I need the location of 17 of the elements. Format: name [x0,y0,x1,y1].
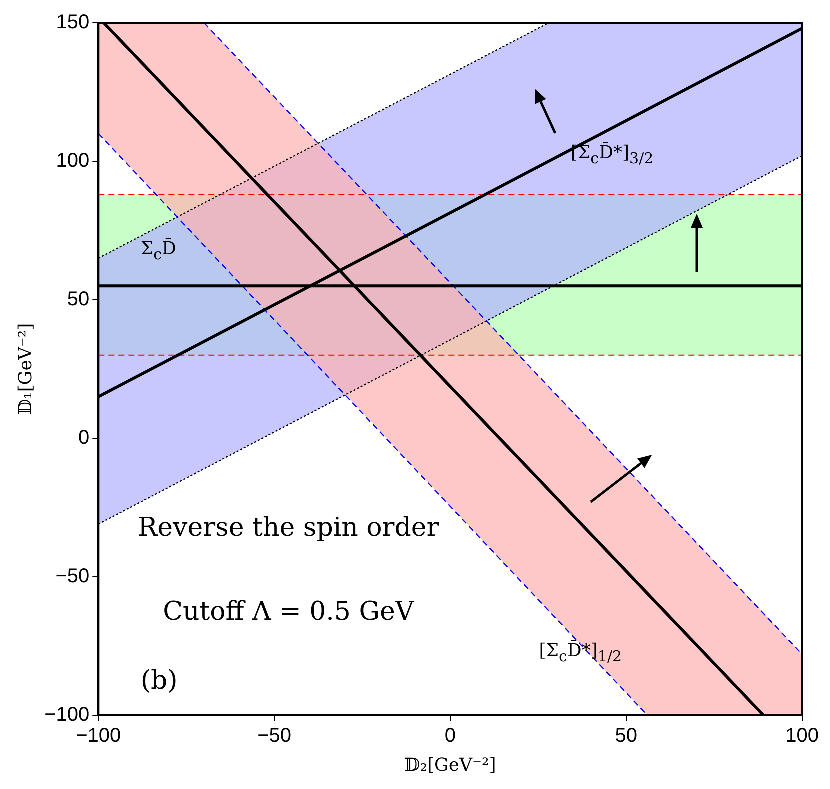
annotation: (b) [140,666,178,696]
x-axis-title: 𝔻₂[GeV⁻²] [404,754,496,776]
x-tick-label: 100 [786,724,820,747]
annotation: Reverse the spin order [138,513,440,544]
x-tick-label: 50 [615,724,638,747]
annotation: [Σ$_{c}$D̄*]$_{1/2}$ [539,640,622,666]
y-tick-label: 50 [67,288,90,310]
y-tick-label: 150 [56,12,90,34]
annotation: Cutoff Λ = 0.5 GeV [163,596,414,627]
y-tick-label: −50 [56,565,90,588]
y-tick-label: 0 [78,426,90,449]
x-tick-label: 0 [444,724,456,747]
annotation: Σ$_{c}$D̄ [140,239,176,264]
y-tick-label: 100 [56,150,90,172]
y-axis-title: 𝔻₁[GeV⁻²] [15,323,36,416]
y-tick-label: −100 [44,704,90,726]
x-tick-label: −50 [258,724,292,747]
